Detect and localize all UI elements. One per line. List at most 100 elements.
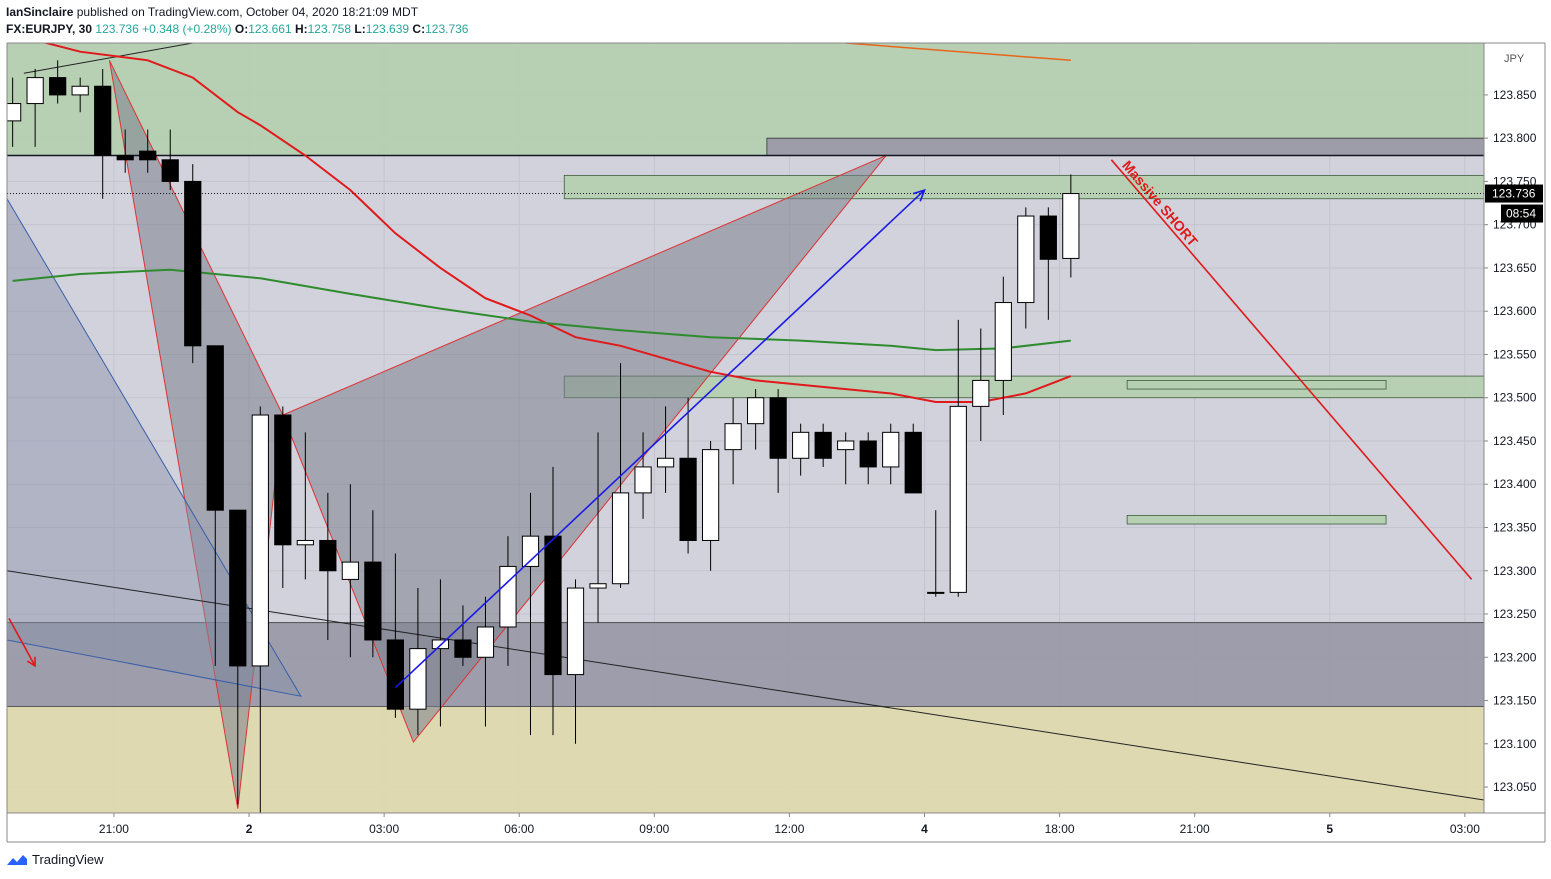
tradingview-brand: TradingView xyxy=(32,852,104,867)
high-label: H: xyxy=(294,22,308,36)
zones xyxy=(7,43,1484,813)
time-tick-label: 18:00 xyxy=(1045,822,1075,836)
candle-down xyxy=(116,154,134,161)
tradingview-footer[interactable]: TradingView xyxy=(6,852,104,867)
publish-info: IanSinclaire published on TradingView.co… xyxy=(6,5,418,19)
candle-up xyxy=(409,648,427,710)
close-value: 123.736 xyxy=(425,22,469,36)
low-label: L: xyxy=(354,22,366,36)
candle-down xyxy=(206,345,224,511)
candle-down xyxy=(679,457,697,541)
green-zone xyxy=(7,43,1484,156)
price-tags: JPY 123.736 08:54 xyxy=(1485,53,1543,223)
price-tick-label: 123.500 xyxy=(1493,391,1537,405)
candle-down xyxy=(769,397,787,459)
symbol-name[interactable]: FX:EURJPY, 30 xyxy=(6,22,93,36)
price-tick-label: 123.200 xyxy=(1493,650,1537,664)
candle-down xyxy=(94,85,112,156)
dark-zone xyxy=(766,137,1484,156)
blue-arrow-head xyxy=(912,188,926,202)
candle-down xyxy=(544,535,562,676)
candle-down xyxy=(229,509,247,667)
candle-down xyxy=(454,639,472,658)
green-zone xyxy=(1126,380,1387,390)
candle-up xyxy=(589,583,607,589)
wedge-pattern xyxy=(7,197,302,697)
candle-up xyxy=(499,565,517,628)
candle-down xyxy=(859,440,877,468)
candle-down xyxy=(184,180,202,347)
time-tick-label: 12:00 xyxy=(774,822,804,836)
candle-up xyxy=(521,535,540,567)
last-price-tag-text: 123.736 xyxy=(1492,187,1536,201)
price-change: +0.348 (+0.28%) xyxy=(142,22,232,36)
blue-projection-arrow xyxy=(394,189,926,689)
candle-up xyxy=(634,466,652,494)
top-trend-line xyxy=(23,43,193,74)
time-tick-label: 4 xyxy=(921,822,928,836)
candle-up xyxy=(7,103,22,122)
green-zone xyxy=(563,174,1484,200)
open-value: 123.661 xyxy=(248,22,292,36)
candle-up xyxy=(611,492,630,585)
candle-up xyxy=(26,77,44,105)
orange-trend-line xyxy=(845,43,1071,62)
currency-label: JPY xyxy=(1504,53,1525,65)
time-tick-label: 09:00 xyxy=(639,822,669,836)
candle-up xyxy=(949,405,967,593)
candle-down xyxy=(904,431,922,494)
candle-down xyxy=(274,414,292,546)
symbol-legend: FX:EURJPY, 30 123.736 +0.348 (+0.28%) O:… xyxy=(6,22,468,36)
price-axis-bg[interactable] xyxy=(1484,43,1545,813)
high-value: 123.758 xyxy=(307,22,352,36)
price-tick-label: 123.150 xyxy=(1493,694,1537,708)
price-tick-label: 123.100 xyxy=(1493,737,1537,751)
candle-up xyxy=(341,561,359,580)
time-tick-label: 03:00 xyxy=(369,822,399,836)
candle-up xyxy=(1017,215,1035,304)
price-tick-label: 123.350 xyxy=(1493,520,1537,534)
candle-up xyxy=(701,449,720,541)
candle-up xyxy=(251,414,269,667)
candle-down xyxy=(386,639,404,710)
candle-up xyxy=(747,397,765,425)
red-down-arrow xyxy=(8,617,36,667)
candle-down xyxy=(139,150,157,161)
candle-up xyxy=(724,423,742,451)
countdown-tag-text: 08:54 xyxy=(1506,207,1536,221)
candle-up xyxy=(927,591,945,594)
price-tick-label: 123.800 xyxy=(1493,131,1537,145)
close-label: C: xyxy=(412,22,426,36)
yellow-zone xyxy=(7,706,1484,813)
time-tick-label: 5 xyxy=(1326,822,1333,836)
price-tick-label: 123.400 xyxy=(1493,477,1537,491)
time-tick-label: 06:00 xyxy=(504,822,534,836)
candle-down xyxy=(319,539,337,572)
candle-up xyxy=(792,431,810,459)
candle-up xyxy=(1062,193,1080,259)
candle-up xyxy=(296,539,314,546)
price-tick-label: 123.300 xyxy=(1493,564,1537,578)
candle-up xyxy=(566,587,585,676)
short-projection-line xyxy=(1110,159,1473,580)
countdown-tag xyxy=(1501,204,1543,223)
time-axis: 21:00 2 03:00 06:00 09:00 12:00 4 18:00 21:00 5 03… xyxy=(6,42,1546,843)
green-zone xyxy=(563,375,1484,399)
red-arrow-head xyxy=(26,656,36,668)
candle-down xyxy=(49,77,67,96)
candle-up xyxy=(837,440,855,451)
candle-down xyxy=(814,431,832,459)
time-axis-bg[interactable] xyxy=(7,813,1484,843)
last-price-tag xyxy=(1485,184,1543,203)
candles xyxy=(7,60,1080,813)
price-tick-label: 123.600 xyxy=(1493,304,1537,318)
green-zone xyxy=(1126,514,1387,525)
candle-up xyxy=(972,379,990,407)
low-value: 123.639 xyxy=(365,22,410,36)
time-tick-label: 21:00 xyxy=(99,822,129,836)
author-name[interactable]: IanSinclaire xyxy=(6,5,74,19)
last-price: 123.736 xyxy=(95,22,139,36)
published-text: published on TradingView.com, October 04… xyxy=(76,5,419,19)
price-tick-label: 123.550 xyxy=(1493,347,1537,361)
